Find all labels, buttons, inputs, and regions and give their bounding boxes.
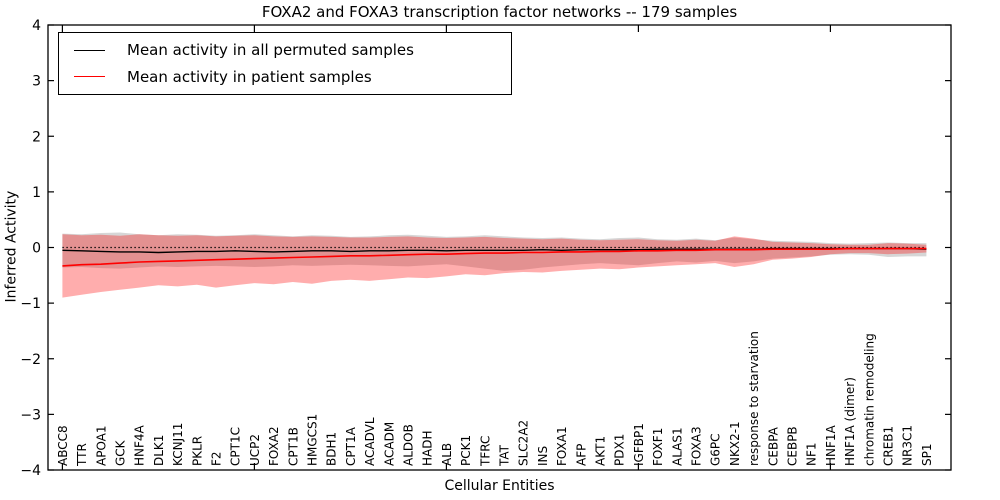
x-tick-label: FOXA1 (555, 426, 569, 466)
x-tick-label: ALAS1 (670, 427, 684, 466)
x-tick-label: BDH1 (325, 432, 339, 466)
x-tick-label: CEBPB (786, 426, 800, 466)
x-tick-label: CREB1 (882, 426, 896, 466)
svg-text:3: 3 (32, 74, 41, 90)
x-tick-label: PKLR (190, 436, 204, 466)
legend-entry-patient: Mean activity in patient samples (59, 68, 511, 86)
permuted-line-swatch (74, 49, 105, 51)
legend-entry-permuted: Mean activity in all permuted samples (59, 41, 511, 59)
x-axis-label: Cellular Entities (444, 478, 555, 494)
x-tick-label: ACADM (382, 422, 396, 466)
x-tick-label: AKT1 (594, 436, 608, 466)
x-tick-label: HMGCS1 (306, 414, 320, 466)
x-tick-label: CPT1C (229, 427, 243, 466)
x-tick-label: INS (536, 446, 550, 466)
x-tick-label: GCK (114, 439, 128, 466)
x-tick-label: DLK1 (152, 435, 166, 466)
legend-label-permuted: Mean activity in all permuted samples (127, 41, 414, 60)
chart-title: FOXA2 and FOXA3 transcription factor net… (261, 3, 738, 21)
x-tick-label: ACADVL (363, 417, 377, 466)
x-tick-label: ALB (440, 443, 454, 466)
x-tick-label: HNF4A (133, 424, 147, 466)
x-tick-label: G6PC (709, 433, 723, 466)
x-tick-label: CEBPA (766, 426, 780, 466)
x-tick-label: NKX2-1 (728, 421, 742, 466)
x-tick-label: chromatin remodeling (862, 333, 876, 466)
svg-text:−2: −2 (20, 352, 41, 368)
x-tick-label: F2 (210, 451, 224, 466)
svg-text:4: 4 (32, 18, 41, 34)
x-tick-label: FOXA2 (267, 426, 281, 466)
x-tick-label: FOXA3 (690, 426, 704, 466)
x-tick-label: PCK1 (459, 435, 473, 466)
svg-text:−1: −1 (20, 296, 41, 312)
x-tick-label: SLC2A2 (517, 420, 531, 466)
x-tick-label: CPT1A (344, 426, 358, 466)
svg-text:−3: −3 (20, 407, 41, 423)
x-tick-label: UCP2 (248, 434, 262, 466)
svg-text:−4: −4 (20, 463, 41, 479)
x-tick-label: HADH (421, 431, 435, 467)
x-tick-label: ABCC8 (56, 425, 70, 466)
x-tick-label: NR3C1 (901, 425, 915, 466)
x-tick-label: HNF1A (dimer) (843, 377, 857, 466)
legend: Mean activity in all permuted samples Me… (58, 32, 512, 95)
x-tick-label: HNF1A (824, 424, 838, 466)
x-tick-label: KCNJ11 (171, 423, 185, 466)
x-tick-label: TFRC (478, 436, 492, 467)
x-tick-label: response to starvation (747, 331, 761, 466)
x-tick-label: CPT1B (286, 427, 300, 466)
patient-line-swatch (74, 76, 105, 78)
x-tick-label: AFP (574, 444, 588, 466)
x-tick-label: ALDOB (402, 424, 416, 466)
svg-text:2: 2 (32, 129, 41, 145)
svg-text:0: 0 (32, 241, 41, 257)
x-tick-label: TAT (498, 444, 512, 467)
x-tick-label: NF1 (805, 442, 819, 466)
x-tick-label: IGFBP1 (632, 423, 646, 466)
x-tick-label: PDX1 (613, 434, 627, 466)
x-tick-label: TTR (75, 443, 89, 467)
y-axis-label: Inferred Activity (3, 190, 20, 303)
x-tick-label: APOA1 (94, 425, 108, 466)
legend-label-patient: Mean activity in patient samples (127, 67, 372, 86)
x-tick-label: SP1 (920, 444, 934, 467)
x-tick-label: FOXF1 (651, 428, 665, 466)
svg-text:1: 1 (32, 185, 41, 201)
